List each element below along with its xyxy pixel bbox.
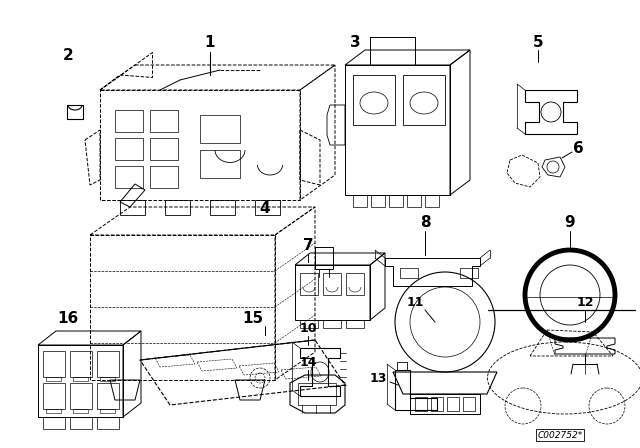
Bar [323,320,341,328]
Bar [403,75,445,125]
Bar [389,195,403,207]
Text: 9: 9 [564,215,575,229]
Bar [165,200,190,215]
Text: 11: 11 [406,296,424,309]
Bar [300,273,318,295]
Bar [97,417,119,429]
Bar [150,166,178,188]
Text: 10: 10 [300,322,317,335]
Text: 2: 2 [63,47,74,63]
Bar [346,320,364,328]
Bar [150,138,178,160]
Bar [298,383,336,405]
Bar [43,383,65,409]
Text: 6: 6 [573,141,584,155]
Bar [345,65,450,195]
Text: 4: 4 [260,201,270,215]
Text: 5: 5 [532,34,543,49]
Text: 12: 12 [576,296,594,309]
Bar [353,195,367,207]
Bar [200,150,240,178]
Bar [447,397,459,411]
Bar [97,351,119,377]
Bar [70,383,92,409]
Bar [115,138,143,160]
Bar [463,397,475,411]
Bar [410,394,480,414]
Bar [353,75,395,125]
Bar [115,110,143,132]
Text: 13: 13 [369,371,387,384]
Text: 1: 1 [205,34,215,49]
Bar [415,397,427,411]
Bar [210,200,235,215]
Bar [400,268,418,278]
Text: 14: 14 [300,356,317,369]
Bar [371,195,385,207]
Bar [431,397,443,411]
Text: 15: 15 [243,310,264,326]
Bar [43,351,65,377]
Bar [70,351,92,377]
Text: 8: 8 [420,215,430,229]
Bar [70,417,92,429]
Bar [300,320,318,328]
Text: 3: 3 [349,34,360,49]
Bar [90,235,275,380]
Bar [460,268,478,278]
Bar [97,383,119,409]
Bar [115,166,143,188]
Bar [346,273,364,295]
Bar [120,200,145,215]
Bar [397,362,407,370]
Bar [295,265,370,320]
Bar [407,195,421,207]
Text: 16: 16 [58,310,79,326]
Bar [315,247,333,269]
Bar [200,115,240,143]
Bar [323,273,341,295]
Bar [425,195,439,207]
Bar [100,90,300,200]
Bar [255,200,280,215]
Bar [43,417,65,429]
Bar [38,345,123,417]
Text: 7: 7 [303,237,314,253]
Text: C002752*: C002752* [538,431,582,439]
Bar [150,110,178,132]
Bar [67,105,83,119]
